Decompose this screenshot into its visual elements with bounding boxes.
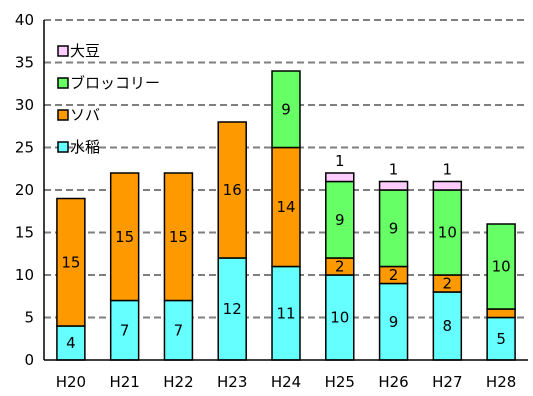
legend-swatch-2	[57, 77, 69, 89]
x-tick-label: H22	[163, 373, 193, 391]
y-tick-label: 15	[15, 224, 34, 242]
y-tick-label: 30	[15, 96, 34, 114]
legend-swatch-0	[57, 141, 69, 153]
data-label: 9	[389, 219, 399, 237]
x-tick-label: H27	[432, 373, 462, 391]
legend-label: 大豆	[70, 42, 100, 60]
bar-segment-1	[109, 172, 140, 302]
x-tick-label: H23	[217, 373, 247, 391]
data-label: 4	[66, 334, 76, 352]
data-label: 12	[223, 300, 242, 318]
bar-segment-2	[486, 223, 516, 310]
data-label: 2	[389, 266, 399, 284]
y-tick-label: 40	[15, 11, 34, 29]
y-tick-label: 0	[24, 351, 34, 369]
bar-segment-0	[271, 265, 301, 361]
bar-segment-0	[325, 274, 355, 361]
data-label: 8	[443, 317, 453, 335]
legend-swatch-3	[57, 45, 69, 57]
data-label: 2	[335, 258, 345, 276]
bar-segment-3	[432, 180, 463, 191]
y-tick-label: 20	[15, 181, 34, 199]
bar-segment-2	[271, 70, 301, 149]
bar-segment-0	[486, 316, 516, 361]
bars	[56, 70, 516, 361]
data-label: 1	[335, 152, 345, 170]
bar-segment-1	[486, 308, 516, 319]
x-tick-label: H24	[271, 373, 301, 391]
bar-segment-1	[217, 121, 247, 259]
bar-segment-0	[56, 325, 86, 361]
data-label: 9	[335, 211, 345, 229]
data-label: 9	[281, 100, 291, 118]
data-label: 1	[389, 161, 399, 179]
data-label: 7	[120, 321, 130, 339]
bar-segment-3	[378, 180, 409, 191]
y-tick-label: 5	[24, 309, 34, 327]
data-label: 15	[169, 228, 188, 246]
data-label: 15	[115, 228, 134, 246]
data-label: 5	[496, 330, 506, 348]
legend-swatch-1	[57, 109, 69, 121]
data-label: 10	[492, 258, 511, 276]
bar-segment-1	[163, 172, 194, 302]
bar-segment-0	[163, 299, 194, 361]
data-label: 2	[443, 275, 453, 293]
y-tick-label: 35	[15, 54, 34, 72]
data-label: 16	[223, 181, 242, 199]
legend-label: 水稲	[70, 138, 100, 156]
bar-segment-1	[271, 146, 301, 268]
legend-label: ソバ	[70, 106, 100, 124]
x-tick-label: H25	[325, 373, 355, 391]
bar-segment-3	[325, 172, 355, 183]
x-tick-label: H21	[109, 373, 139, 391]
data-label: 14	[276, 198, 295, 216]
x-tick-label: H26	[378, 373, 408, 391]
bar-segment-2	[378, 189, 409, 268]
bar-segment-0	[217, 257, 247, 361]
data-label: 10	[330, 309, 349, 327]
x-tick-label: H20	[56, 373, 86, 391]
data-label: 9	[389, 313, 399, 331]
data-label: 10	[438, 224, 457, 242]
data-label: 11	[276, 304, 295, 322]
y-tick-label: 25	[15, 139, 34, 157]
data-label: 15	[61, 253, 80, 271]
legend-label: ブロッコリー	[70, 74, 160, 92]
data-label: 7	[174, 321, 184, 339]
y-tick-label: 10	[15, 266, 34, 284]
x-tick-label: H28	[486, 373, 516, 391]
bar-segment-2	[432, 189, 463, 276]
bar-segment-1	[56, 197, 86, 327]
data-label: 1	[443, 161, 453, 179]
